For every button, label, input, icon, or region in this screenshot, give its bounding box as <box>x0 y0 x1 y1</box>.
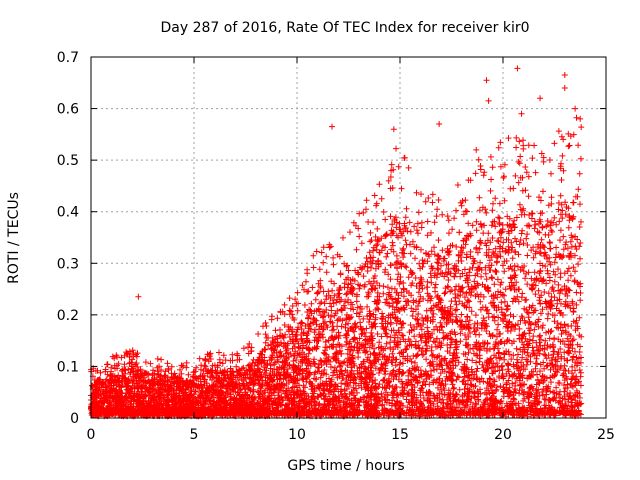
tick-labels: 0 5 10 15 20 25 0 0.1 0.2 0.3 0.4 0.5 0.6 0.7 <box>57 50 615 443</box>
y-tick-label: 0.5 <box>57 153 79 169</box>
tick-marks <box>90 56 607 419</box>
x-tick-label: 0 <box>87 427 96 443</box>
roti-peak-point <box>483 77 490 84</box>
x-tick-label: 10 <box>288 427 306 443</box>
y-tick-label: 0.4 <box>57 205 79 221</box>
roti-peak-point <box>473 146 480 153</box>
roti-peak-point <box>561 84 568 91</box>
x-tick-label: 20 <box>494 427 512 443</box>
y-axis-label: ROTI / TECUs <box>6 192 22 284</box>
data-points <box>88 65 585 420</box>
roti-peak-point <box>514 65 521 72</box>
roti-peak-point <box>390 126 397 133</box>
y-tick-label: 0.2 <box>57 308 79 324</box>
y-tick-label: 0.1 <box>57 359 79 375</box>
x-tick-label: 15 <box>391 427 409 443</box>
y-tick-label: 0.7 <box>57 50 79 66</box>
y-tick-label: 0 <box>70 411 79 427</box>
roti-point-cloud <box>88 114 585 420</box>
y-tick-label: 0.6 <box>57 102 79 118</box>
x-axis-label: GPS time / hours <box>287 458 404 474</box>
roti-peak-point <box>561 72 568 79</box>
roti-peak-point <box>537 95 544 102</box>
roti-peak-point <box>485 97 492 104</box>
roti-peak-point <box>135 293 142 300</box>
roti-peak-point <box>518 110 525 117</box>
x-tick-label: 5 <box>190 427 199 443</box>
roti-peak-point <box>436 121 443 128</box>
x-tick-label: 25 <box>597 427 615 443</box>
roti-peak-point <box>572 105 579 112</box>
roti-peak-point <box>329 123 336 130</box>
y-tick-label: 0.3 <box>57 256 79 272</box>
chart-title: Day 287 of 2016, Rate Of TEC Index for r… <box>160 20 529 36</box>
plot-frame <box>90 56 607 419</box>
